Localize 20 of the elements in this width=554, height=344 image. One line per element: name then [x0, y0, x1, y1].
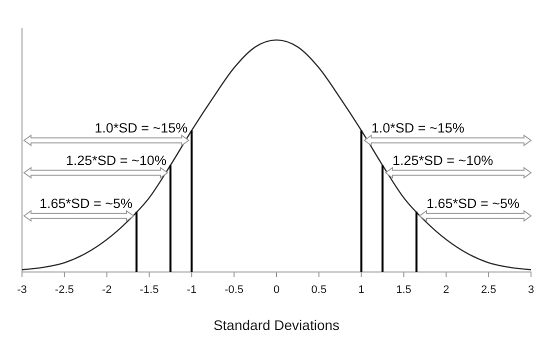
ref-line-label: 1.0*SD = ~15%	[371, 120, 464, 136]
x-tick-label: 2.5	[480, 284, 496, 296]
x-tick-label: -2	[102, 284, 112, 296]
x-tick-label: 0	[273, 284, 280, 296]
x-tick-label: -3	[17, 284, 27, 296]
x-tick-label: 1	[358, 284, 364, 296]
ref-line-label: 1.25*SD = ~10%	[66, 152, 166, 168]
x-tick-label: 0.5	[311, 284, 327, 296]
ref-line-label: 1.0*SD = ~15%	[94, 120, 188, 136]
x-tick-label: 1.5	[396, 284, 412, 296]
ref-line-label: 1.65*SD = ~5%	[39, 196, 133, 211]
x-tick-label: 2	[443, 284, 450, 296]
ref-line-label: 1.25*SD = ~10%	[392, 152, 494, 168]
x-tick-label: -1	[186, 284, 197, 296]
x-tick-label: -1.5	[140, 284, 159, 296]
x-axis-title: Standard Deviations	[213, 317, 340, 333]
x-tick-label: 3	[528, 284, 534, 296]
x-tick-label: -2.5	[54, 284, 74, 296]
ref-line-label: 1.65*SD = ~5%	[426, 196, 520, 211]
x-tick-label: -0.5	[224, 284, 244, 296]
